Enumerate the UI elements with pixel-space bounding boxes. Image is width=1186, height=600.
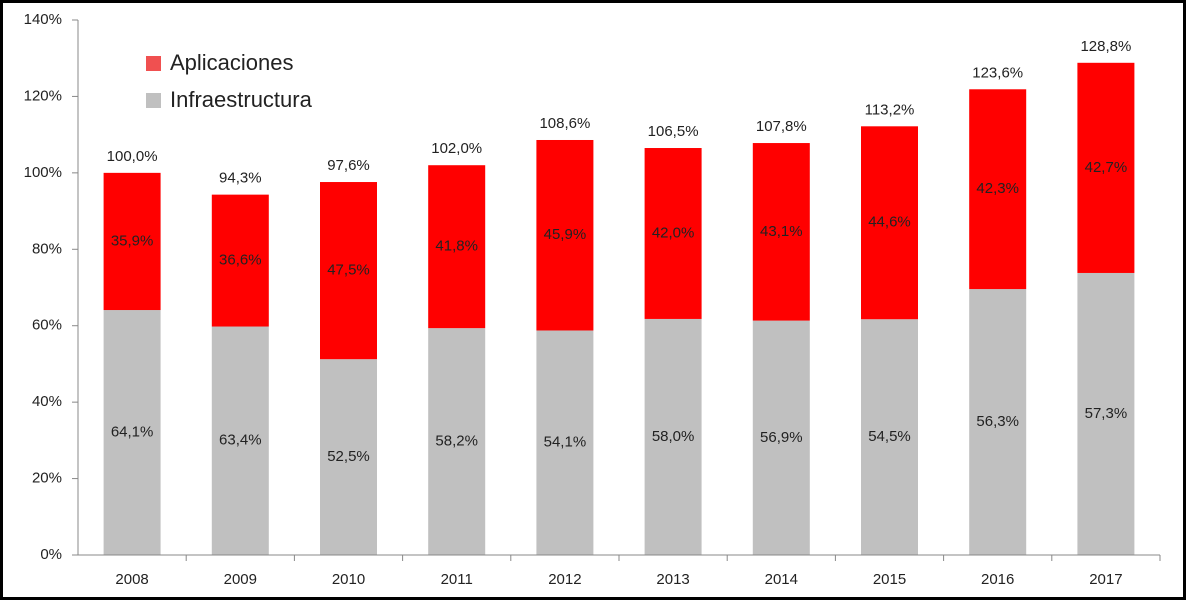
value-label: 64,1% [111,423,154,440]
bar-segment [103,172,161,311]
legend: Aplicaciones Infraestructura [146,50,313,112]
value-label: 63,4% [219,432,262,449]
legend-label: Infraestructura [170,87,313,112]
bar-segment [1077,62,1135,273]
value-label: 42,7% [1085,159,1128,176]
value-label: 36,6% [219,252,262,269]
bar-segment [861,126,918,320]
x-tick-label: 2011 [441,571,473,588]
bar-segment [752,143,810,321]
bar-segment [211,194,269,327]
x-tick-label: 2017 [1089,571,1122,588]
y-tick-label: 80% [32,240,62,257]
y-tick-label: 140% [24,11,62,28]
x-tick-label: 2015 [873,571,906,588]
bar-segment [428,165,486,329]
value-label: 54,1% [544,434,587,451]
bar-segment [428,328,486,555]
bar-segment [320,359,377,555]
bar-segment [969,89,1027,290]
total-label: 123,6% [972,64,1023,81]
bar-segment [644,318,702,555]
total-label: 107,8% [756,118,807,135]
value-label: 58,0% [652,428,695,445]
x-tick-label: 2009 [224,571,257,588]
value-label: 57,3% [1085,405,1128,422]
legend-swatch [146,93,161,108]
bar-segment [969,289,1027,555]
total-label: 108,6% [539,115,590,132]
value-label: 52,5% [327,448,370,465]
y-tick-label: 40% [32,393,62,410]
bar-segment [211,326,269,555]
y-tick-label: 60% [32,317,62,334]
y-tick-label: 20% [32,470,62,487]
value-label: 42,0% [652,224,695,241]
total-label: 128,8% [1080,38,1131,55]
value-label: 42,3% [976,180,1019,197]
value-label: 41,8% [435,238,478,255]
bar-segment [1077,272,1135,555]
y-tick-label: 0% [40,546,62,563]
value-label: 47,5% [327,262,370,279]
value-label: 35,9% [111,232,154,249]
value-label: 44,6% [868,214,911,231]
value-label: 45,9% [544,226,587,243]
y-tick-label: 100% [24,164,62,181]
bar-segment [752,320,810,555]
y-tick-label: 120% [24,87,62,104]
value-label: 56,3% [976,413,1019,430]
bar-segment [320,182,377,360]
value-label: 58,2% [435,433,478,450]
x-tick-label: 2010 [332,571,365,588]
bar-segment [536,139,594,331]
bar-segment [644,148,702,319]
value-label: 56,9% [760,429,803,446]
total-label: 106,5% [648,123,699,140]
total-label: 97,6% [327,157,370,174]
x-tick-label: 2016 [981,571,1014,588]
value-label: 43,1% [760,223,803,240]
bar-segment [103,310,161,555]
x-tick-label: 2013 [656,571,689,588]
x-tick-label: 2008 [115,571,148,588]
total-label: 100,0% [107,148,158,165]
total-label: 113,2% [865,101,915,118]
x-tick-label: 2012 [548,571,581,588]
total-label: 94,3% [219,170,262,187]
legend-label: Aplicaciones [170,50,294,75]
x-tick-label: 2014 [765,571,798,588]
total-label: 102,0% [431,140,482,157]
legend-swatch [146,56,161,71]
bar-segment [861,319,918,555]
value-label: 54,5% [868,428,911,445]
bar-segment [536,330,594,555]
